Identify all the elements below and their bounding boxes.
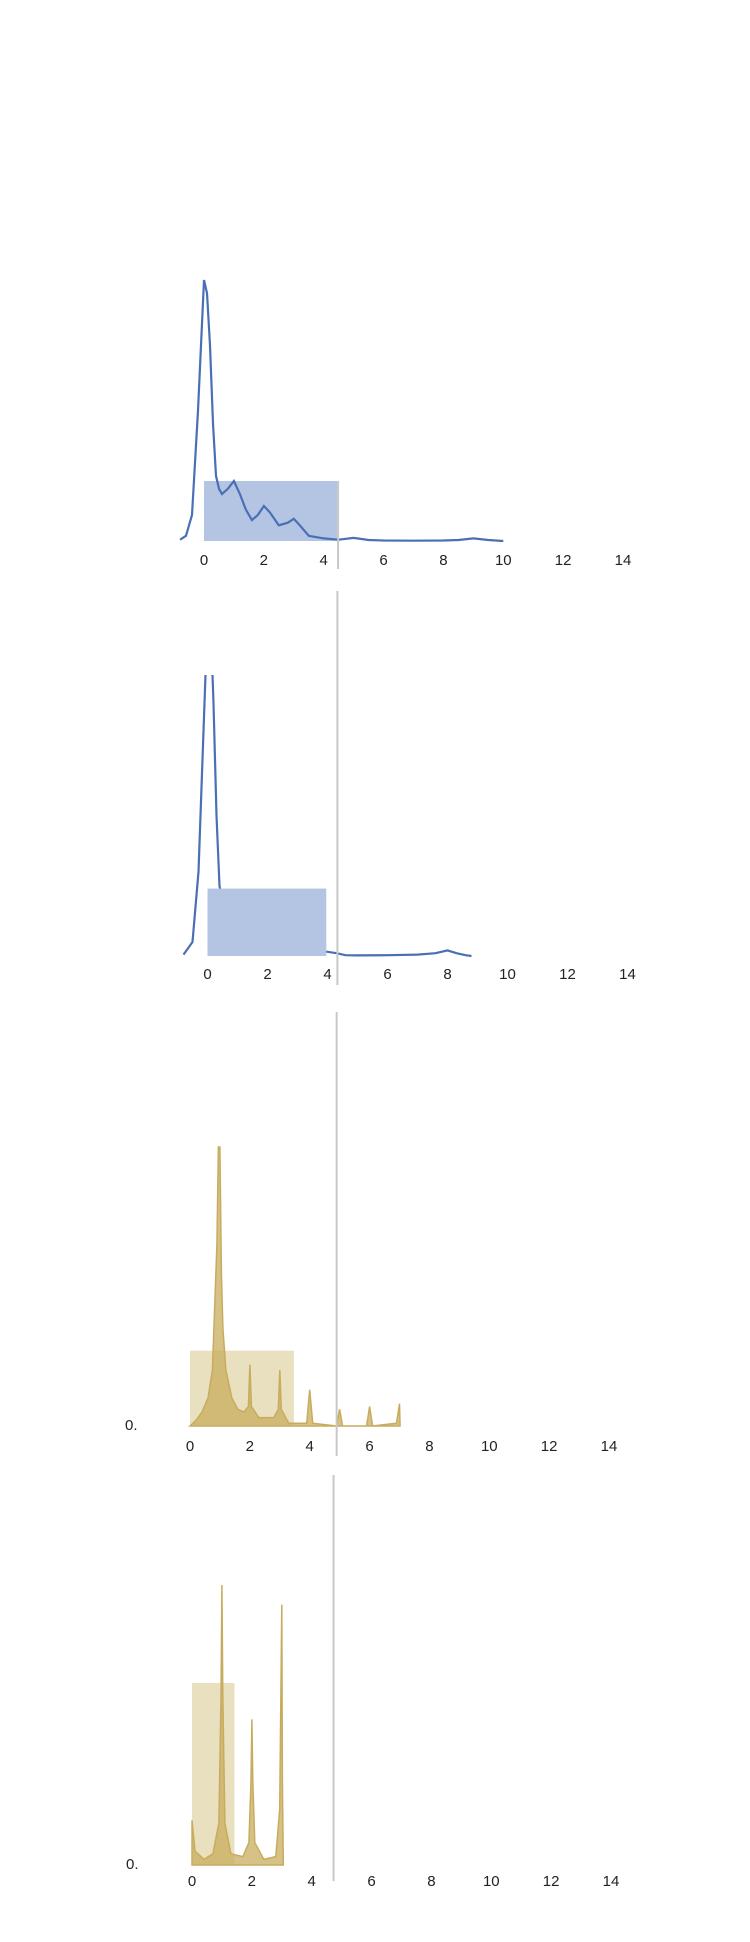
x-tick-label: 4 xyxy=(308,1873,316,1890)
x-tick-label: 12 xyxy=(541,1438,558,1455)
x-tick-label: 10 xyxy=(499,966,516,983)
y-tick-label: 0. xyxy=(126,1856,139,1873)
panel: 0 2 4 6 8 10 12 14 xyxy=(179,279,632,569)
x-tick-label: 10 xyxy=(481,1438,498,1455)
x-tick-label: 14 xyxy=(601,1438,618,1455)
x-tick-label: 10 xyxy=(483,1873,500,1890)
x-tick-label: 0 xyxy=(200,552,208,569)
range-box xyxy=(207,888,327,956)
x-tick-label: 6 xyxy=(383,966,391,983)
x-tick-label: 8 xyxy=(439,552,447,569)
y-tick-label: 0. xyxy=(125,1417,138,1434)
panel: 0 2 4 6 8 10 12 14 0. xyxy=(126,1475,619,1890)
x-tick-label: 4 xyxy=(306,1438,314,1455)
x-tick-label: 0 xyxy=(188,1873,196,1890)
line xyxy=(179,279,504,543)
x-tick-label: 14 xyxy=(615,552,632,569)
x-tick-label: 12 xyxy=(559,966,576,983)
x-tick-label: 12 xyxy=(543,1873,560,1890)
panel: 0 2 4 6 8 10 12 14 0. xyxy=(125,1012,617,1456)
x-tick-label: 0 xyxy=(203,966,211,983)
x-tick-label: 4 xyxy=(323,966,331,983)
area xyxy=(191,1584,285,1866)
x-tick-label: 2 xyxy=(263,966,271,983)
x-tick-label: 8 xyxy=(427,1873,435,1890)
x-tick-label: 0 xyxy=(186,1438,194,1455)
x-tick-label: 12 xyxy=(555,552,572,569)
x-tick-label: 6 xyxy=(365,1438,373,1455)
panel: 0 2 4 6 8 10 12 14 xyxy=(182,591,636,985)
range-box xyxy=(204,480,338,541)
x-tick-label: 4 xyxy=(320,552,328,569)
x-tick-label: 14 xyxy=(603,1873,620,1890)
x-tick-label: 2 xyxy=(248,1873,256,1890)
x-tick-label: 6 xyxy=(367,1873,375,1890)
x-tick-label: 2 xyxy=(246,1438,254,1455)
x-tick-label: 10 xyxy=(495,552,512,569)
x-tick-label: 6 xyxy=(379,552,387,569)
x-tick-label: 2 xyxy=(260,552,268,569)
x-tick-label: 14 xyxy=(619,966,636,983)
x-tick-label: 8 xyxy=(425,1438,433,1455)
area xyxy=(188,1146,401,1427)
x-tick-label: 8 xyxy=(443,966,451,983)
